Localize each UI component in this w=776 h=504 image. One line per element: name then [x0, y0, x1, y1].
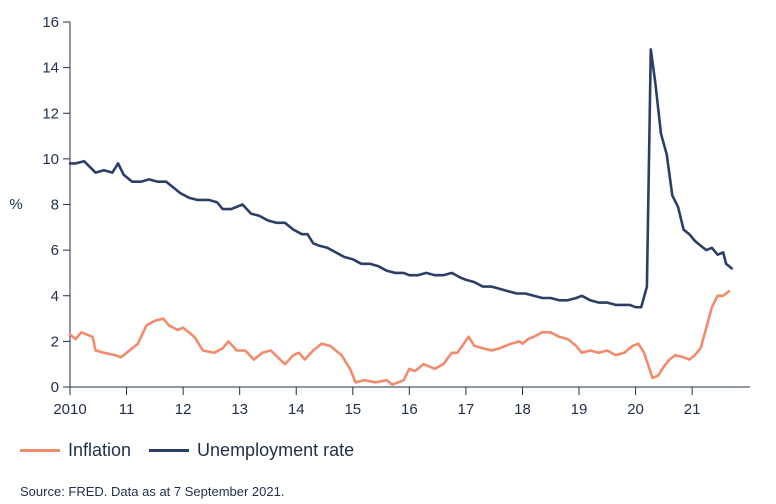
legend-swatch-inflation — [20, 449, 60, 452]
x-tick-label: 16 — [401, 401, 418, 418]
legend-item-unemployment: Unemployment rate — [149, 440, 354, 461]
x-tick-label: 11 — [119, 401, 135, 418]
x-tick-label: 20 — [627, 401, 644, 418]
x-tick-label: 13 — [231, 401, 248, 418]
legend-item-inflation: Inflation — [20, 440, 131, 461]
x-tick-label: 2010 — [53, 401, 86, 418]
y-tick-label: 8 — [51, 197, 59, 214]
legend-label-inflation: Inflation — [68, 440, 132, 460]
y-tick-label: 10 — [42, 151, 59, 168]
y-axis-label: % — [9, 196, 22, 213]
y-tick-label: 12 — [42, 105, 59, 122]
x-tick-label: 19 — [571, 401, 588, 418]
legend-swatch-unemployment — [149, 449, 190, 452]
series-line-inflation — [68, 289, 731, 386]
y-tick-label: 6 — [51, 242, 59, 259]
series-line-unemployment-rate — [68, 48, 733, 309]
x-tick-label: 12 — [175, 401, 192, 418]
source-note: Source: FRED. Data as at 7 September 202… — [20, 484, 285, 499]
y-tick-label: 4 — [51, 288, 59, 305]
chart-legend: Inflation Unemployment rate — [20, 440, 372, 461]
y-tick-label: 2 — [51, 333, 59, 350]
y-tick-label: 16 — [42, 14, 59, 31]
legend-label-unemployment: Unemployment rate — [197, 440, 355, 460]
x-tick-label: 14 — [288, 401, 305, 418]
x-tick-label: 17 — [458, 401, 475, 418]
x-tick-label: 15 — [344, 401, 361, 418]
x-tick-label: 18 — [514, 401, 531, 418]
x-tick-label: 21 — [684, 401, 701, 418]
y-tick-label: 0 — [51, 379, 59, 396]
y-tick-label: 14 — [42, 60, 59, 77]
